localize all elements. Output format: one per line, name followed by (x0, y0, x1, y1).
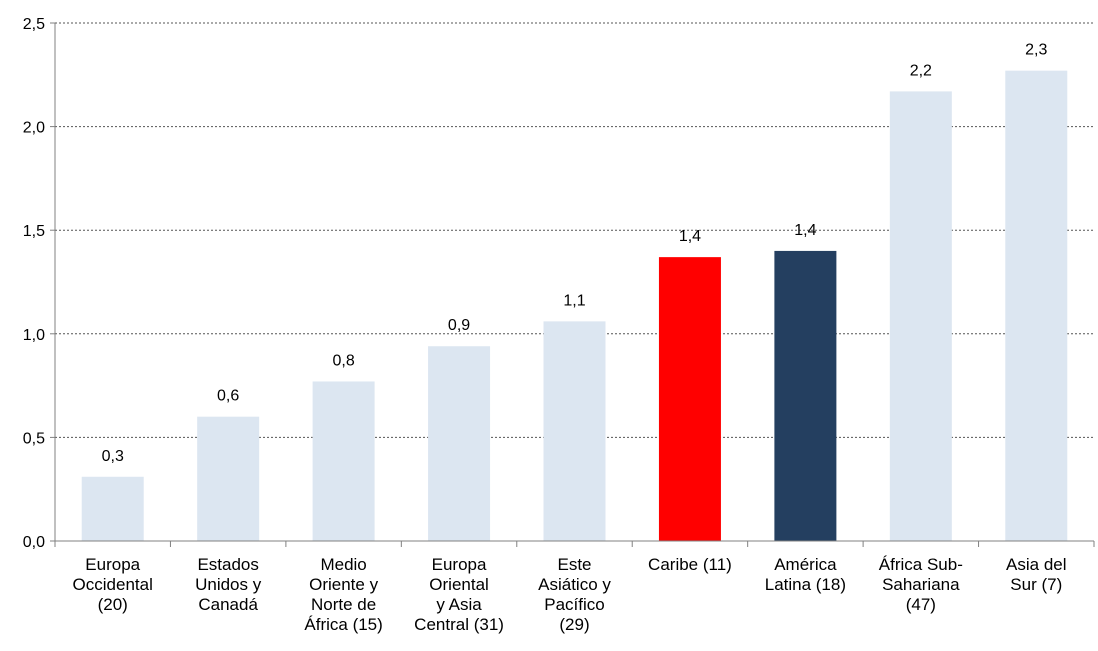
category-label-line: Este (557, 555, 591, 574)
category-label-line: Occidental (73, 575, 153, 594)
category-label-line: África (15) (304, 615, 382, 634)
category-label: Caribe (11) (648, 555, 732, 574)
category-label-line: Oriente y (309, 575, 378, 594)
bar (543, 321, 606, 541)
category-label-line: África Sub- (879, 555, 963, 574)
category-label: África Sub-Sahariana (47) (879, 555, 963, 614)
data-label: 0,6 (217, 388, 239, 405)
category-label-line: (29) (559, 615, 589, 634)
y-tick-label: 1,5 (23, 223, 45, 240)
category-label-line: Pacífico (544, 595, 604, 614)
category-label-line: Estados (197, 555, 258, 574)
category-label: Asia del Sur (7) (1006, 555, 1066, 594)
category-label-line: Central (31) (414, 615, 504, 634)
category-label-line: América (774, 555, 837, 574)
data-label: 0,9 (448, 317, 470, 334)
y-tick-label: 1,0 (23, 327, 45, 344)
y-tick-label: 0,5 (23, 430, 45, 447)
category-label-line: Europa (85, 555, 140, 574)
data-labels: 0,3 0,6 0,8 0,9 1,1 1,4 1,4 2,2 2,3 (102, 42, 1048, 465)
y-tick-label: 2,0 (23, 120, 45, 137)
x-axis (54, 540, 1095, 547)
bar (889, 91, 952, 541)
bar (197, 416, 260, 541)
data-label: 0,3 (102, 448, 124, 465)
category-label-line: Latina (18) (765, 575, 846, 594)
category-label: Este Asiático y Pacífico (29) (538, 555, 611, 634)
data-label: 1,4 (794, 222, 816, 239)
bars (81, 70, 1068, 542)
bar (1005, 70, 1068, 541)
category-label-line: Oriental (429, 575, 489, 594)
bar (428, 346, 491, 541)
category-label-line: Medio (320, 555, 366, 574)
category-label: Medio Oriente y Norte de África (15) (304, 555, 382, 634)
category-label-line: Unidos y (195, 575, 262, 594)
bar (774, 250, 837, 542)
category-label-line: (47) (906, 595, 936, 614)
category-label-line: Asiático y (538, 575, 611, 594)
category-label-line: Asia del (1006, 555, 1066, 574)
y-axis-ticks: 0,0 0,5 1,0 1,5 2,0 2,5 (23, 16, 56, 551)
category-label-line: Norte de (311, 595, 376, 614)
category-label-line: Sahariana (882, 575, 960, 594)
category-labels: Europa Occidental (20)Estados Unidos y Canad… (73, 555, 1067, 634)
data-label: 1,1 (563, 292, 585, 309)
data-label: 1,4 (679, 228, 701, 245)
category-label: América Latina (18) (765, 555, 846, 594)
data-label: 0,8 (332, 352, 354, 369)
category-label-line: y Asia (436, 595, 482, 614)
y-tick-label: 2,5 (23, 16, 45, 33)
category-label-line: (20) (98, 595, 128, 614)
category-label-line: Europa (432, 555, 487, 574)
bar (312, 381, 375, 541)
category-label-line: Sur (7) (1010, 575, 1062, 594)
data-label: 2,3 (1025, 42, 1047, 59)
bar (81, 476, 144, 541)
category-label: Estados Unidos y Canadá (195, 555, 262, 614)
category-label-line: Canadá (198, 595, 258, 614)
category-label-line: Caribe (11) (648, 555, 732, 574)
bar (658, 257, 721, 541)
category-label: Europa Occidental (20) (73, 555, 153, 614)
category-label: Europa Oriental y Asia Central (31) (414, 555, 504, 634)
data-label: 2,2 (910, 62, 932, 79)
y-tick-label: 0,0 (23, 534, 45, 551)
